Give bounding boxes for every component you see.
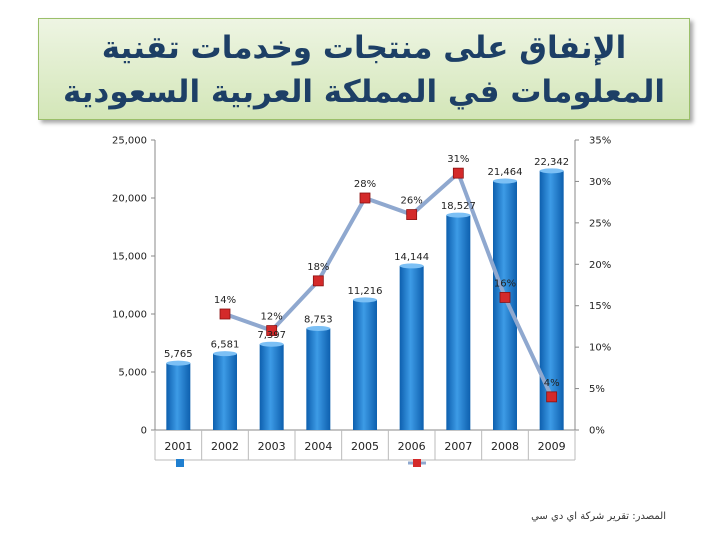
line-data-label: 14%: [214, 295, 236, 306]
y-left-tick-label: 0: [141, 426, 147, 437]
line-marker: [499, 292, 511, 303]
y-right-tick-label: 5%: [589, 384, 605, 395]
bar-data-label: 21,464: [488, 167, 523, 178]
bar-cap: [539, 168, 564, 174]
line-data-label: 26%: [401, 196, 423, 207]
bar-data-label: 14,144: [394, 252, 429, 263]
y-right-tick-label: 0%: [589, 426, 605, 437]
x-tick-label: 2009: [538, 440, 566, 453]
y-right-tick-label: 15%: [589, 301, 611, 312]
y-right-tick-label: 25%: [589, 218, 611, 229]
bar-data-label: 22,342: [534, 157, 569, 168]
x-tick-label: 2004: [304, 440, 332, 453]
line-data-label: 4%: [544, 378, 560, 389]
x-tick-label: 2002: [211, 440, 239, 453]
x-tick-label: 2001: [164, 440, 192, 453]
line-marker: [359, 192, 371, 204]
bar: [539, 170, 564, 430]
line-data-label: 16%: [494, 278, 516, 289]
line-marker: [406, 209, 418, 220]
y-right-tick-label: 20%: [589, 260, 611, 271]
line-path: [224, 171, 554, 398]
y-right-tick-label: 10%: [589, 343, 611, 354]
bar-data-label: 11,216: [348, 286, 383, 297]
line-marker: [312, 275, 324, 287]
chart-title-line2: المعلومات في المملكة العربية السعودية: [62, 74, 665, 110]
line-data-label: 18%: [307, 262, 329, 273]
line-data-label: 12%: [261, 312, 283, 323]
bar-data-label: 18,527: [441, 201, 476, 212]
bar-cap: [306, 325, 331, 331]
bar-data-label: 6,581: [211, 340, 240, 351]
x-tick-label: 2008: [491, 440, 519, 453]
bar-data-label: 7,397: [257, 330, 286, 341]
bar-cap: [446, 212, 471, 218]
bar: [353, 299, 377, 430]
legend-swatch-bars: [176, 459, 184, 467]
line-data-label: 31%: [447, 154, 469, 165]
line-marker: [266, 325, 278, 336]
bar: [306, 328, 331, 430]
bar: [399, 265, 424, 430]
y-left-tick-label: 10,000: [112, 310, 147, 321]
bar: [493, 181, 517, 430]
bar: [166, 363, 191, 430]
x-tick-label: 2006: [398, 440, 426, 453]
x-category-labels: 2001 2002 2003 2004 2005 2006 2007 2008 2009: [154, 430, 576, 461]
y-left-tick-label: 15,000: [112, 252, 147, 263]
legend-swatch-marker: [413, 459, 421, 467]
line-series: [219, 167, 558, 403]
bar-cap: [259, 341, 284, 347]
bar-cap: [399, 263, 424, 269]
bar-cap: [493, 178, 517, 184]
line-marker: [219, 308, 231, 320]
line-marker: [546, 391, 558, 403]
chart-title-line1: الإنفاق على منتجات وخدمات تقنية: [101, 30, 627, 66]
bar-series: [166, 168, 564, 430]
bar-cap: [353, 297, 377, 303]
line-data-label: 28%: [354, 179, 376, 190]
bar-cap: [213, 351, 237, 357]
bar: [213, 353, 237, 430]
line-marker: [452, 167, 464, 179]
chart-legend: [176, 459, 426, 467]
y-right-tick-label: 30%: [589, 177, 611, 188]
bar: [259, 344, 284, 430]
data-labels: 5,765 6,581 7,397 8,753 11,216 14,144 18,527 21…: [164, 154, 569, 389]
title-banner: الإنفاق على منتجات وخدمات تقنية المعلوما…: [38, 18, 690, 120]
y-right-tick-label: 35%: [589, 136, 611, 147]
bar-data-label: 8,753: [304, 314, 333, 325]
bar-cap: [166, 360, 191, 366]
y-left-tick-label: 5,000: [118, 368, 147, 379]
bar: [446, 215, 471, 430]
x-tick-label: 2003: [258, 440, 286, 453]
y-left-tick-label: 25,000: [112, 136, 147, 147]
x-tick-label: 2007: [444, 440, 472, 453]
y-left-tick-label: 20,000: [112, 194, 147, 205]
source-note: المصدر: تقرير شركة اي دي سي: [531, 511, 666, 522]
bar-data-label: 5,765: [164, 349, 193, 360]
x-tick-label: 2005: [351, 440, 379, 453]
